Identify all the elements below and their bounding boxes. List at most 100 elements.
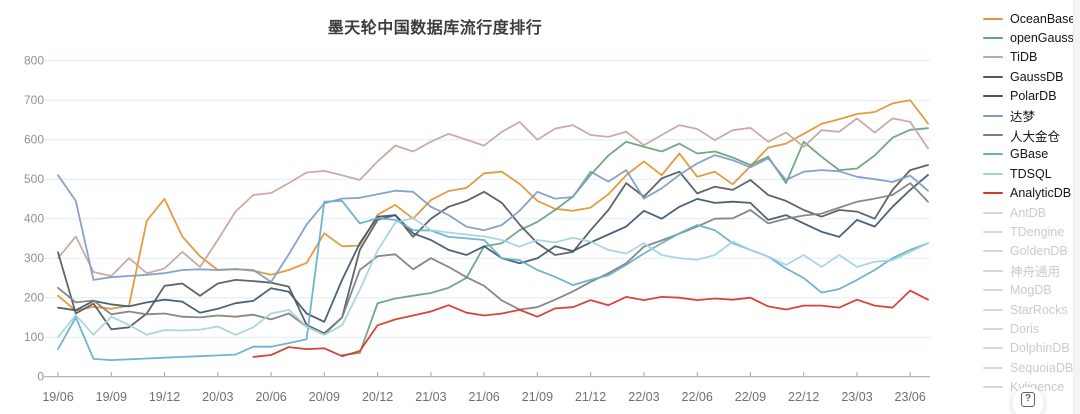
legend-swatch-line-icon [983,386,1003,389]
svg-text:300: 300 [24,251,44,265]
gridlines [44,60,930,338]
legend-item-OceanBase[interactable]: OceanBase [983,9,1075,28]
legend-swatch-line-icon [983,95,1003,98]
legend-swatch-line-icon [983,192,1003,195]
svg-text:23/03: 23/03 [841,390,872,404]
svg-text:22/09: 22/09 [735,390,766,404]
legend-item-label: TiDB [1010,50,1038,65]
legend-item-Doris[interactable]: Doris [983,319,1075,338]
legend-item-AntDB[interactable]: AntDB [983,203,1075,222]
legend-item-label: DolphinDB [1010,341,1070,356]
svg-text:400: 400 [24,212,44,226]
svg-text:200: 200 [24,291,44,305]
series-line-人大金仓[interactable] [57,182,929,336]
svg-text:600: 600 [24,133,44,147]
legend-item-label: StarRocks [1010,302,1068,317]
legend-swatch-line-icon [983,230,1003,233]
legend-item-label: PolarDB [1010,89,1057,104]
legend-item-label: AnalyticDB [1010,186,1072,201]
svg-text:800: 800 [24,54,44,68]
legend-item-人大金仓[interactable]: 人大金仓 [983,125,1075,144]
series-line-openGauss[interactable] [341,127,929,356]
legend-swatch-line-icon [983,250,1003,253]
svg-text:21/12: 21/12 [575,390,606,404]
legend-item-AnalyticDB[interactable]: AnalyticDB [983,184,1075,203]
help-button[interactable]: ? [1012,387,1044,414]
legend-item-label: TDSQL [1010,166,1052,181]
legend-item-label: GBase [1010,147,1049,162]
legend-item-SequoiaDB[interactable]: SequoiaDB [983,358,1075,377]
legend-item-GaussDB[interactable]: GaussDB [983,67,1075,86]
legend-item-TDengine[interactable]: TDengine [983,222,1075,241]
legend-item-DolphinDB[interactable]: DolphinDB [983,339,1075,358]
svg-text:22/03: 22/03 [628,390,659,404]
svg-text:21/03: 21/03 [415,390,446,404]
legend-swatch-line-icon [983,75,1003,78]
legend-swatch-line-icon [983,134,1003,137]
legend-swatch-line-icon [983,269,1003,272]
legend-item-label: 人大金仓 [1010,129,1061,144]
legend-swatch-line-icon [983,327,1003,330]
series-line-达梦[interactable] [57,154,929,283]
legend-item-MogDB[interactable]: MogDB [983,280,1075,299]
svg-text:19/12: 19/12 [149,390,180,404]
legend-item-StarRocks[interactable]: StarRocks [983,300,1075,319]
help-icon: ? [1021,392,1035,407]
svg-text:22/12: 22/12 [788,390,819,404]
legend-item-GBase[interactable]: GBase [983,145,1075,164]
legend-item-TDSQL[interactable]: TDSQL [983,164,1075,183]
legend-swatch-line-icon [983,114,1003,117]
series-line-AnalyticDB[interactable] [252,289,929,358]
legend-swatch-line-icon [983,153,1003,156]
legend-item-label: GoldenDB [1010,244,1068,259]
legend-item-PolarDB[interactable]: PolarDB [983,87,1075,106]
series-line-TDSQL[interactable] [57,217,929,339]
svg-text:700: 700 [24,93,44,107]
legend-item-达梦[interactable]: 达梦 [983,106,1075,125]
svg-text:20/03: 20/03 [202,390,233,404]
legend-item-GoldenDB[interactable]: GoldenDB [983,242,1075,261]
svg-text:23/06: 23/06 [895,390,926,404]
legend-item-TiDB[interactable]: TiDB [983,48,1075,67]
svg-text:22/06: 22/06 [682,390,713,404]
legend-swatch-line-icon [983,289,1003,292]
legend-item-label: AntDB [1010,205,1047,220]
legend-item-label: 神舟通用 [1010,265,1061,280]
svg-text:20/06: 20/06 [255,390,286,404]
legend-item-label: GaussDB [1010,69,1064,84]
legend-swatch-line-icon [983,211,1003,214]
legend-item-label: OceanBase [1010,11,1075,26]
legend-swatch-line-icon [983,347,1003,350]
line-chart: 0 100 200 300 400 500 600 700 800 19/06 19/09 19/12… [24,54,930,404]
legend: OceanBase openGauss TiDB GaussDB PolarDB 达梦人大… [983,9,1075,397]
svg-text:19/06: 19/06 [42,390,73,404]
legend-item-label: openGauss [1010,31,1074,46]
series-line-GaussDB[interactable] [57,164,929,335]
series-line-GBase[interactable] [57,200,929,361]
legend-item-label: TDengine [1010,224,1065,239]
legend-swatch-line-icon [983,37,1003,40]
legend-swatch-line-icon [983,366,1003,369]
legend-item-label: MogDB [1010,283,1052,298]
legend-swatch-line-icon [983,56,1003,59]
svg-text:100: 100 [24,330,44,344]
svg-text:21/06: 21/06 [468,390,499,404]
series-line-OceanBase[interactable] [57,99,929,312]
scrollbar[interactable] [1073,0,1080,414]
legend-item-神舟通用[interactable]: 神舟通用 [983,261,1075,280]
x-axis: 19/06 19/09 19/12 20/03 20/06 20/09 20/12 21/03… [42,372,930,404]
svg-text:500: 500 [24,172,44,186]
legend-swatch-line-icon [983,17,1003,20]
legend-item-label: Doris [1010,321,1040,336]
svg-text:20/09: 20/09 [309,390,340,404]
legend-item-label: SequoiaDB [1010,360,1074,375]
series-line-PolarDB[interactable] [57,174,929,323]
chart-title: 墨天轮中国数据库流行度排行 [327,20,543,37]
y-axis-labels: 0 100 200 300 400 500 600 700 800 [24,54,44,384]
legend-item-openGauss[interactable]: openGauss [983,28,1075,47]
series-line-TiDB[interactable] [57,117,929,277]
legend-item-label: 达梦 [1010,110,1036,125]
svg-text:0: 0 [37,370,44,384]
legend-swatch-line-icon [983,172,1003,175]
